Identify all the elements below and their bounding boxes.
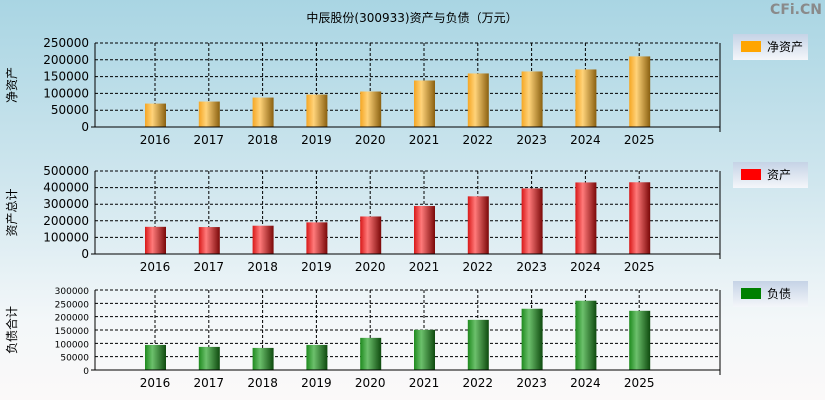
y-tick-label: 200000 (55, 314, 90, 324)
x-tick-label: 2025 (624, 376, 655, 390)
y-axis-label: 资产总计 (5, 188, 19, 236)
bar-2023 (521, 71, 543, 127)
y-tick-label: 50000 (60, 354, 89, 364)
x-tick-label: 2019 (301, 260, 332, 274)
x-tick-label: 2018 (247, 133, 278, 147)
x-tick-label: 2016 (140, 133, 171, 147)
bar-2021 (414, 329, 435, 370)
bar-2021 (414, 206, 435, 254)
bar-2020 (360, 337, 382, 370)
x-tick-label: 2020 (355, 376, 386, 390)
y-tick-label: 100000 (43, 230, 89, 244)
x-tick-label: 2023 (516, 133, 547, 147)
y-tick-label: 0 (81, 247, 89, 261)
bar-2017 (198, 346, 220, 370)
y-tick-label: 250000 (43, 36, 89, 50)
x-tick-label: 2024 (570, 133, 601, 147)
bar-2020 (360, 91, 382, 127)
y-tick-label: 400000 (43, 181, 89, 195)
y-tick-label: 150000 (43, 70, 89, 84)
panel-1: 0 100000 200000 300000 400000 500000 2016 2017 2… (5, 162, 808, 274)
bar-2019 (306, 222, 328, 254)
x-tick-label: 2024 (570, 376, 601, 390)
x-tick-label: 2018 (247, 260, 278, 274)
bar-2018 (252, 225, 274, 254)
x-tick-label: 2022 (463, 133, 494, 147)
x-tick-label: 2023 (516, 260, 547, 274)
legend-swatch (741, 169, 761, 180)
bar-2018 (252, 347, 274, 370)
x-tick-label: 2016 (140, 376, 171, 390)
panel-2: 0 50000 100000 150000 200000 250000 300000 2016… (4, 281, 808, 390)
y-tick-label: 0 (83, 367, 89, 377)
bar-2022 (467, 196, 489, 254)
legend-swatch (741, 288, 761, 299)
bar-2019 (306, 94, 328, 127)
x-tick-label: 2021 (409, 260, 440, 274)
x-tick-label: 2018 (247, 376, 278, 390)
y-tick-label: 50000 (51, 103, 89, 117)
y-tick-label: 100000 (55, 340, 90, 350)
y-axis-label: 净资产 (5, 67, 19, 103)
bar-2025 (629, 310, 651, 370)
y-tick-label: 300000 (43, 197, 89, 211)
legend-label: 资产 (767, 168, 791, 182)
bar-2017 (198, 101, 220, 127)
bar-2016 (145, 226, 166, 254)
bar-2023 (521, 308, 543, 370)
bar-2022 (467, 73, 489, 127)
x-tick-label: 2019 (301, 376, 332, 390)
panel-0: 0 50000 100000 150000 200000 250000 2016 2017 20… (5, 34, 808, 147)
bar-2024 (575, 300, 597, 370)
legend-label: 负债 (767, 287, 791, 301)
y-tick-label: 150000 (55, 327, 90, 337)
bar-2019 (306, 344, 328, 370)
bar-2016 (145, 344, 166, 370)
y-axis-label: 负债合计 (4, 306, 19, 354)
x-tick-label: 2023 (516, 376, 547, 390)
x-tick-label: 2017 (194, 133, 225, 147)
bar-2021 (414, 80, 435, 127)
x-tick-label: 2025 (624, 260, 655, 274)
bar-2018 (252, 97, 274, 127)
bar-2022 (467, 319, 489, 370)
bar-2025 (629, 182, 651, 254)
bar-2020 (360, 216, 382, 254)
watermark: CFi.CN (770, 2, 822, 18)
y-tick-label: 200000 (43, 53, 89, 67)
x-tick-label: 2020 (355, 260, 386, 274)
bar-2016 (145, 103, 166, 127)
legend-swatch (741, 41, 761, 52)
y-tick-label: 250000 (55, 300, 90, 310)
x-tick-label: 2021 (409, 133, 440, 147)
x-tick-label: 2021 (409, 376, 440, 390)
x-tick-label: 2022 (463, 376, 494, 390)
x-tick-label: 2025 (624, 133, 655, 147)
x-tick-label: 2017 (194, 376, 225, 390)
y-tick-label: 500000 (43, 164, 89, 178)
bar-2023 (521, 188, 543, 254)
legend-label: 净资产 (767, 40, 803, 54)
bar-2024 (575, 182, 597, 254)
bar-2024 (575, 69, 597, 127)
x-tick-label: 2019 (301, 133, 332, 147)
x-tick-label: 2024 (570, 260, 601, 274)
y-tick-label: 300000 (55, 287, 90, 297)
bar-2025 (629, 56, 651, 127)
x-tick-label: 2016 (140, 260, 171, 274)
chart-title: 中辰股份(300933)资产与负债（万元） (306, 10, 517, 25)
y-tick-label: 100000 (43, 86, 89, 100)
x-tick-label: 2020 (355, 133, 386, 147)
y-tick-label: 0 (81, 120, 89, 134)
x-tick-label: 2022 (463, 260, 494, 274)
y-tick-label: 200000 (43, 214, 89, 228)
bar-2017 (198, 227, 220, 254)
x-tick-label: 2017 (194, 260, 225, 274)
